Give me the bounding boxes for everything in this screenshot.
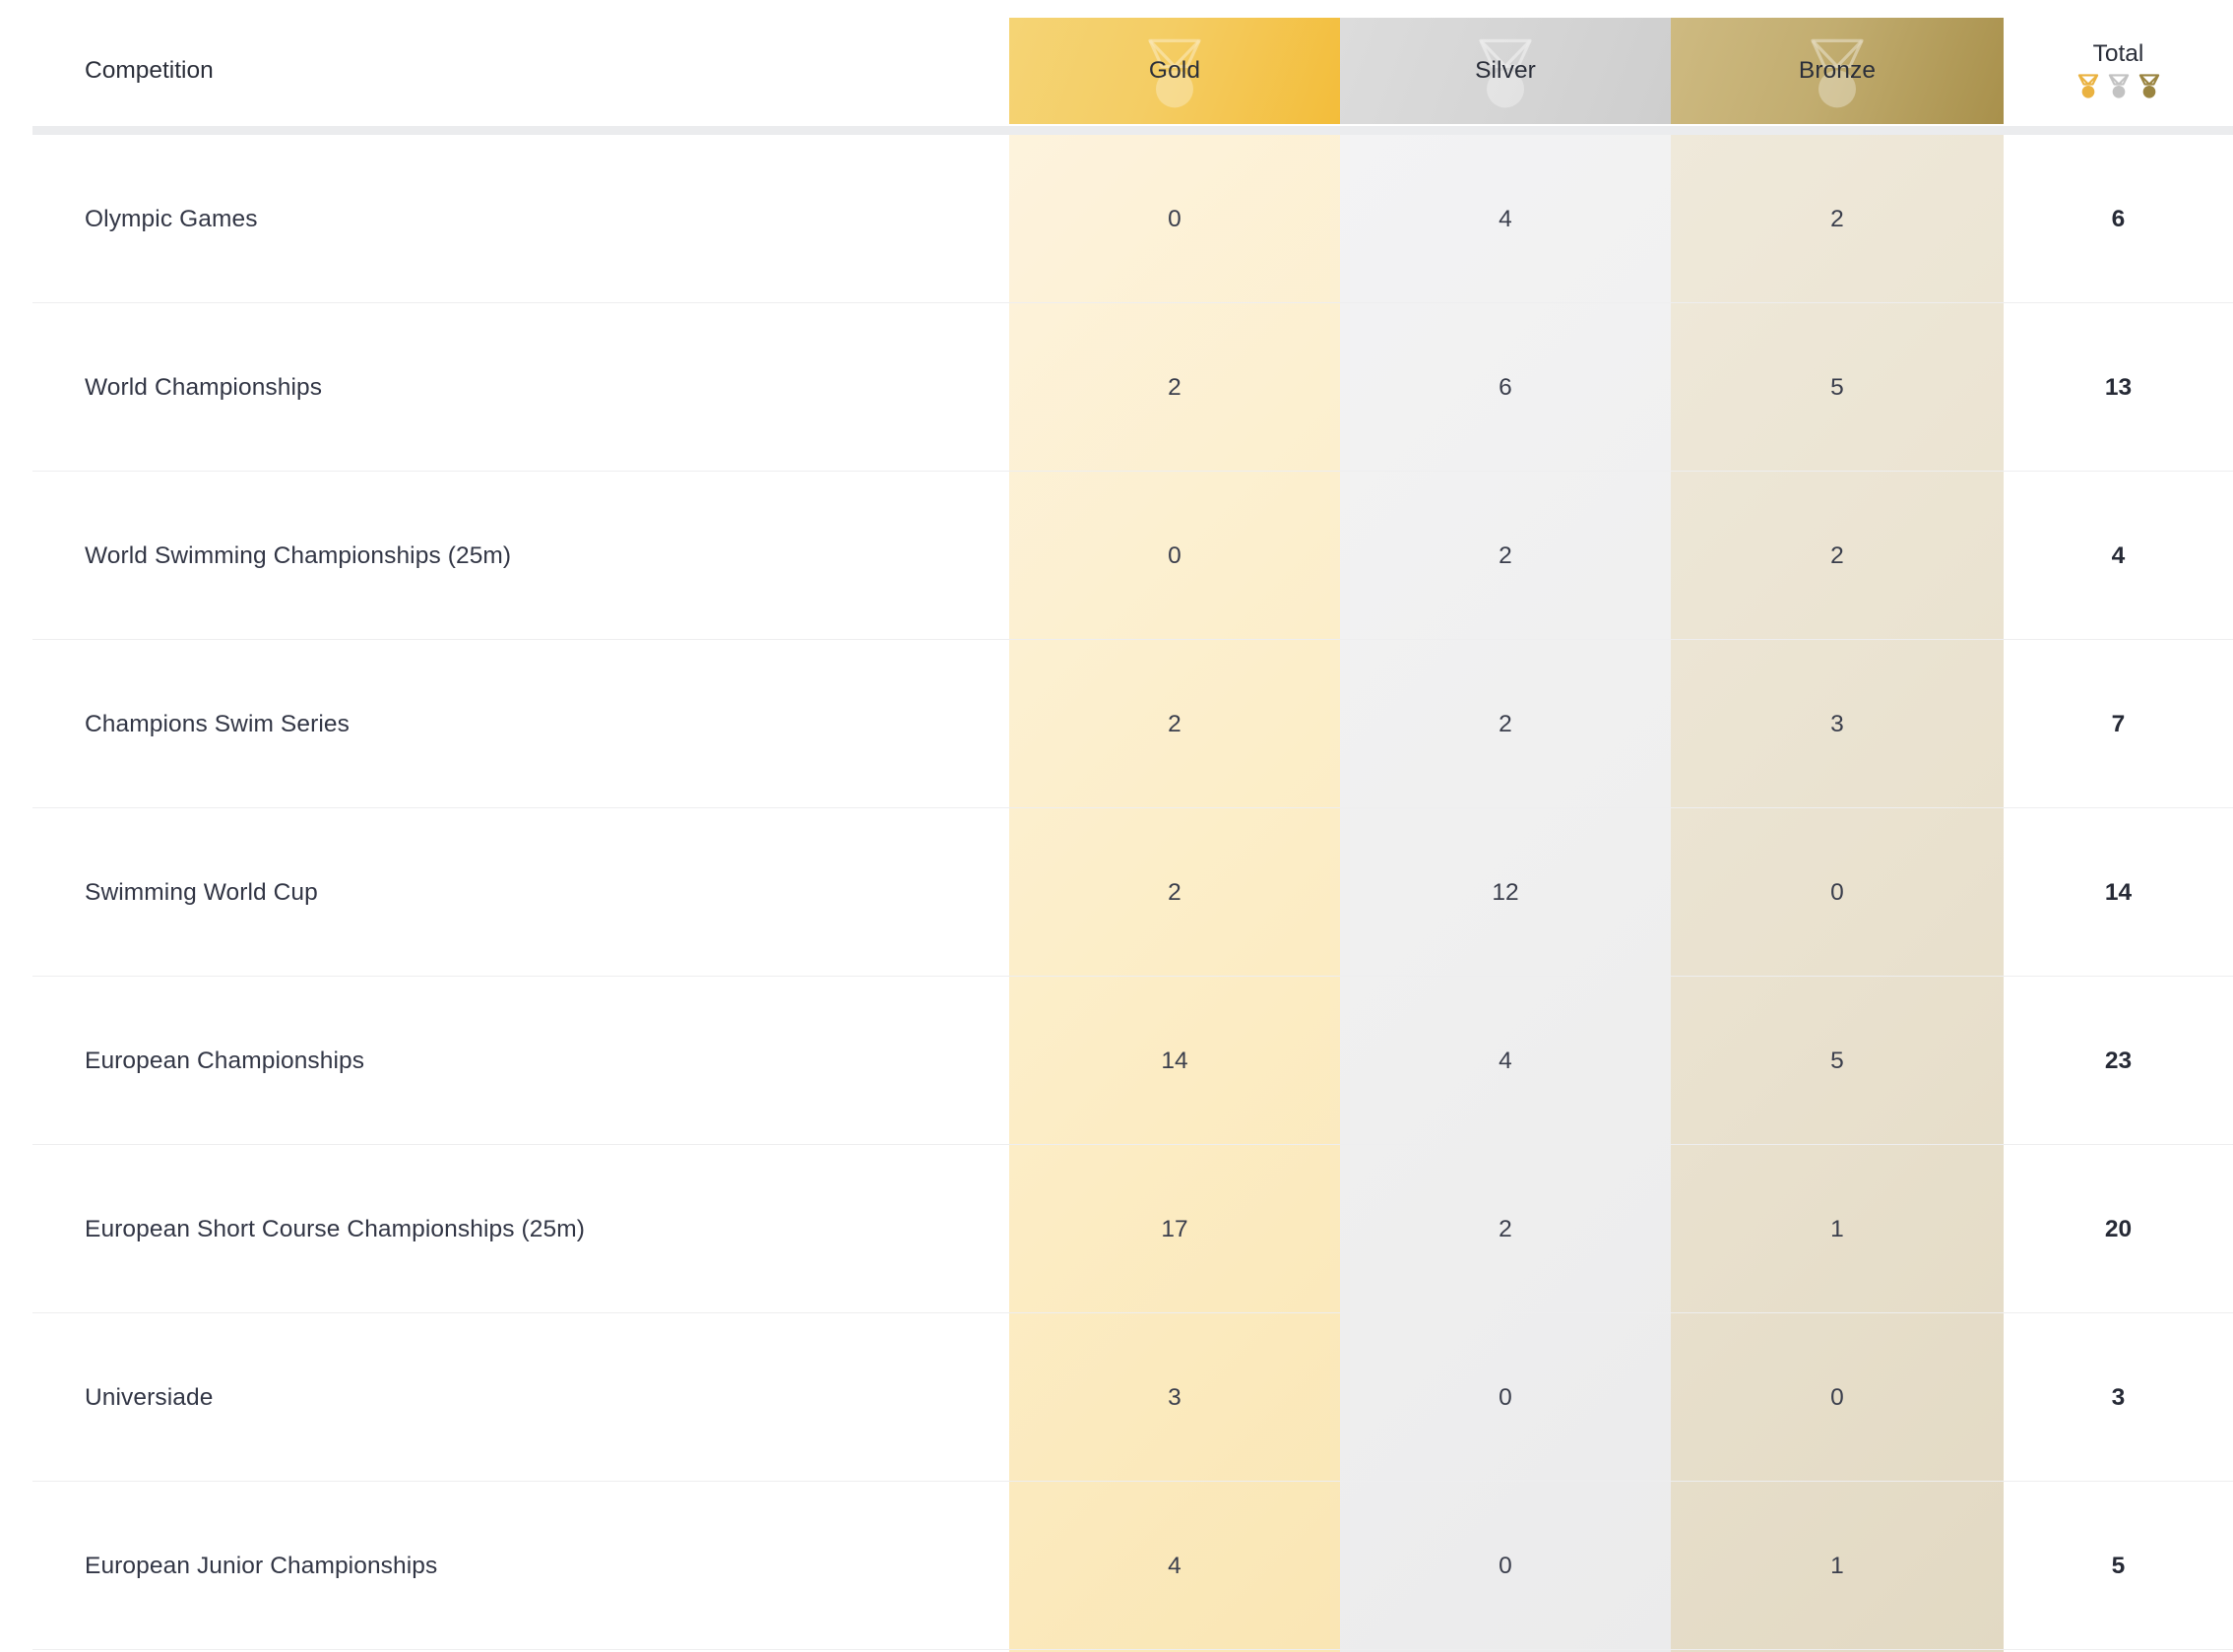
cell-gold: 3 bbox=[1168, 1383, 1181, 1411]
cell-silver: 2 bbox=[1499, 710, 1512, 737]
table-row[interactable]: Universiade 3 0 0 3 bbox=[0, 1313, 2233, 1482]
column-header-gold[interactable]: Gold bbox=[1009, 18, 1340, 124]
cell-gold: 14 bbox=[1161, 1047, 1188, 1074]
cell-bronze: 0 bbox=[1830, 1383, 1844, 1411]
cell-silver: 2 bbox=[1499, 1215, 1512, 1242]
cell-silver: 6 bbox=[1499, 373, 1512, 401]
cell-competition: World Championships bbox=[85, 373, 323, 401]
cell-total: 20 bbox=[2104, 1215, 2133, 1242]
cell-competition: European Short Course Championships (25m… bbox=[85, 1215, 585, 1242]
cell-total: 4 bbox=[2111, 541, 2126, 569]
cell-gold: 17 bbox=[1161, 1215, 1188, 1242]
cell-competition: European Junior Championships bbox=[85, 1552, 438, 1579]
table-row[interactable]: World Swimming Championships (25m) 0 2 2… bbox=[0, 472, 2233, 640]
cell-bronze: 2 bbox=[1830, 541, 1844, 569]
cell-gold: 2 bbox=[1168, 878, 1181, 906]
cell-gold: 4 bbox=[1168, 1552, 1181, 1579]
table-row[interactable]: Olympic Games 0 4 2 6 bbox=[0, 135, 2233, 303]
cell-total: 14 bbox=[2104, 878, 2133, 906]
header-separator bbox=[32, 126, 2233, 135]
cell-competition: Universiade bbox=[85, 1383, 214, 1411]
column-header-silver-label: Silver bbox=[1475, 57, 1536, 84]
cell-competition: Champions Swim Series bbox=[85, 710, 350, 737]
cell-silver: 12 bbox=[1492, 878, 1519, 906]
cell-gold: 0 bbox=[1168, 541, 1181, 569]
medal-icon bbox=[1479, 38, 1532, 108]
cell-silver: 0 bbox=[1499, 1552, 1512, 1579]
table-body: Olympic Games 0 4 2 6 World Championship… bbox=[0, 135, 2233, 1650]
table-row[interactable]: European Short Course Championships (25m… bbox=[0, 1145, 2233, 1313]
column-header-gold-label: Gold bbox=[1148, 57, 1201, 84]
column-header-total-label: Total bbox=[2092, 40, 2144, 67]
cell-bronze: 1 bbox=[1830, 1215, 1844, 1242]
column-header-total[interactable]: Total bbox=[2004, 18, 2233, 124]
bronze-medal-icon bbox=[2138, 74, 2159, 98]
table-row[interactable]: World Championships 2 6 5 13 bbox=[0, 303, 2233, 472]
column-header-competition-label: Competition bbox=[85, 57, 214, 84]
cell-bronze: 2 bbox=[1830, 205, 1844, 232]
table-row[interactable]: European Junior Championships 4 0 1 5 bbox=[0, 1482, 2233, 1650]
silver-medal-icon bbox=[2108, 74, 2129, 98]
column-header-bronze-label: Bronze bbox=[1798, 57, 1877, 84]
cell-silver: 0 bbox=[1499, 1383, 1512, 1411]
column-header-bronze[interactable]: Bronze bbox=[1671, 18, 2004, 124]
cell-competition: Olympic Games bbox=[85, 205, 258, 232]
medal-icon bbox=[1811, 38, 1864, 108]
cell-bronze: 3 bbox=[1830, 710, 1844, 737]
table-row[interactable]: European Championships 14 4 5 23 bbox=[0, 977, 2233, 1145]
total-medal-icon-group bbox=[2075, 72, 2162, 101]
cell-gold: 0 bbox=[1168, 205, 1181, 232]
cell-gold: 2 bbox=[1168, 710, 1181, 737]
column-header-competition[interactable]: Competition bbox=[85, 18, 214, 124]
cell-total: 3 bbox=[2111, 1383, 2126, 1411]
cell-bronze: 0 bbox=[1830, 878, 1844, 906]
cell-total: 7 bbox=[2111, 710, 2126, 737]
table-header: Competition Gold Silver bbox=[0, 0, 2233, 126]
cell-silver: 2 bbox=[1499, 541, 1512, 569]
cell-total: 13 bbox=[2104, 373, 2133, 401]
cell-bronze: 1 bbox=[1830, 1552, 1844, 1579]
cell-total: 5 bbox=[2111, 1552, 2126, 1579]
column-header-silver[interactable]: Silver bbox=[1340, 18, 1671, 124]
medal-icon bbox=[1148, 38, 1201, 108]
cell-competition: World Swimming Championships (25m) bbox=[85, 541, 512, 569]
cell-bronze: 5 bbox=[1830, 1047, 1844, 1074]
cell-competition: Swimming World Cup bbox=[85, 878, 318, 906]
cell-total: 23 bbox=[2104, 1047, 2133, 1074]
cell-competition: European Championships bbox=[85, 1047, 365, 1074]
table-row[interactable]: Champions Swim Series 2 2 3 7 bbox=[0, 640, 2233, 808]
table-row[interactable]: Swimming World Cup 2 12 0 14 bbox=[0, 808, 2233, 977]
gold-medal-icon bbox=[2077, 74, 2098, 98]
cell-gold: 2 bbox=[1168, 373, 1181, 401]
cell-silver: 4 bbox=[1499, 205, 1512, 232]
cell-bronze: 5 bbox=[1830, 373, 1844, 401]
cell-total: 6 bbox=[2111, 205, 2126, 232]
cell-silver: 4 bbox=[1499, 1047, 1512, 1074]
